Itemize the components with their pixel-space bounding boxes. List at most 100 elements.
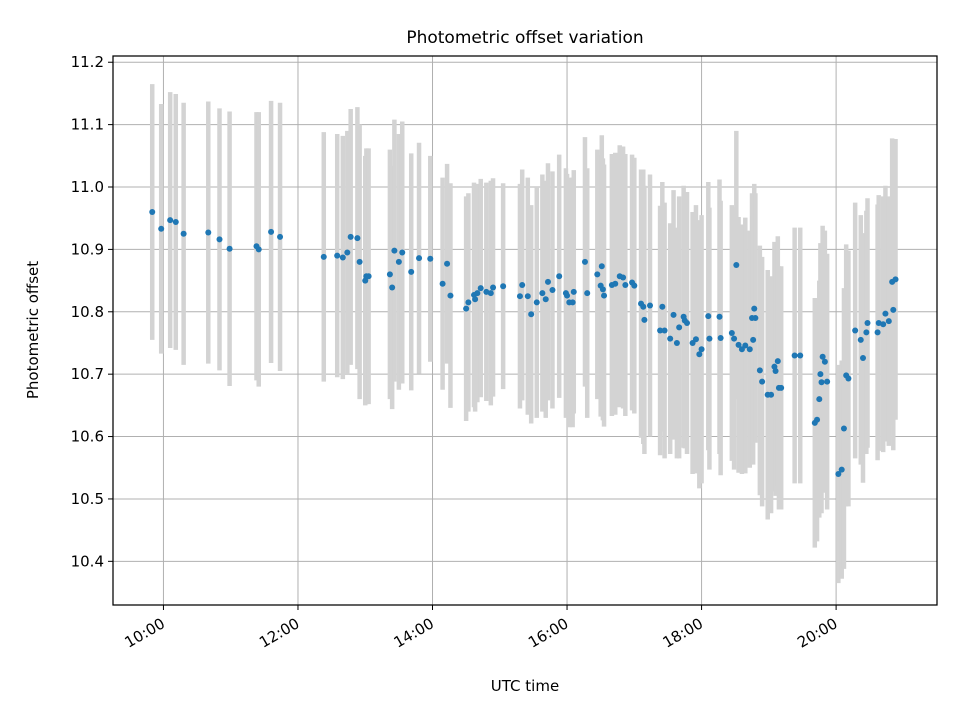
data-point <box>556 273 563 280</box>
data-point <box>463 305 470 312</box>
data-point <box>751 305 758 312</box>
data-point <box>356 258 363 265</box>
data-point <box>519 281 526 288</box>
data-point <box>706 335 713 342</box>
data-point <box>778 384 785 391</box>
data-point <box>631 282 638 289</box>
data-point <box>268 228 275 235</box>
data-point <box>845 375 852 382</box>
data-point <box>857 336 864 343</box>
data-point <box>528 311 535 318</box>
data-point <box>472 296 479 303</box>
data-point <box>667 335 674 342</box>
y-tick-label: 11.1 <box>71 116 104 134</box>
data-point <box>676 324 683 331</box>
data-point <box>692 336 699 343</box>
data-point <box>598 263 605 270</box>
data-point <box>622 281 629 288</box>
data-point <box>399 249 406 256</box>
data-point <box>544 278 551 285</box>
data-point <box>584 290 591 297</box>
data-point <box>533 299 540 306</box>
data-point <box>819 353 826 360</box>
data-point <box>439 280 446 287</box>
data-point <box>334 252 341 259</box>
data-point <box>500 283 507 290</box>
data-point <box>705 313 712 320</box>
data-point <box>447 292 454 299</box>
data-point <box>539 290 546 297</box>
data-point <box>549 286 556 293</box>
data-point <box>661 327 668 334</box>
data-point <box>860 354 867 361</box>
data-point <box>670 311 677 318</box>
y-tick-label: 10.9 <box>71 240 104 258</box>
data-point <box>386 271 393 278</box>
data-point <box>158 225 165 232</box>
data-point <box>465 299 472 306</box>
data-point <box>581 258 588 265</box>
data-point <box>524 293 531 300</box>
data-point <box>759 378 766 385</box>
data-point <box>149 208 156 215</box>
y-tick-label: 10.5 <box>71 490 104 508</box>
data-point <box>716 313 723 320</box>
data-point <box>487 290 494 297</box>
data-point <box>320 253 327 260</box>
data-point <box>880 321 887 328</box>
data-point <box>756 367 763 374</box>
y-tick-label: 10.6 <box>71 428 104 446</box>
data-point <box>838 466 845 473</box>
data-point <box>391 247 398 254</box>
data-point <box>564 292 571 299</box>
data-point <box>640 303 647 310</box>
y-tick-label: 10.7 <box>71 365 104 383</box>
data-point <box>863 329 870 336</box>
data-point <box>647 302 654 309</box>
data-point <box>542 296 549 303</box>
data-point <box>474 290 481 297</box>
data-point <box>516 293 523 300</box>
data-point <box>731 335 738 342</box>
data-point <box>569 299 576 306</box>
data-point <box>840 425 847 432</box>
data-points <box>149 208 899 477</box>
data-point <box>216 236 223 243</box>
data-point <box>683 320 690 327</box>
data-point <box>750 336 757 343</box>
data-point <box>444 260 451 267</box>
y-tick-label: 10.8 <box>71 303 104 321</box>
data-point <box>696 351 703 358</box>
data-point <box>620 274 627 281</box>
data-point <box>255 246 262 253</box>
data-point <box>824 378 831 385</box>
data-point <box>752 315 759 322</box>
y-axis-label: Photometric offset <box>24 261 42 399</box>
data-point <box>226 245 233 252</box>
data-point <box>816 396 823 403</box>
data-point <box>659 303 666 310</box>
data-point <box>172 218 179 225</box>
data-point <box>698 346 705 353</box>
data-point <box>818 379 825 386</box>
data-point <box>814 416 821 423</box>
data-point <box>892 276 899 283</box>
data-point <box>594 271 601 278</box>
data-point <box>733 261 740 268</box>
data-point <box>864 320 871 327</box>
chart-title: Photometric offset variation <box>406 28 643 48</box>
data-point <box>277 233 284 240</box>
data-point <box>890 306 897 313</box>
data-point <box>408 268 415 275</box>
data-point <box>774 358 781 365</box>
y-tick-label: 11.2 <box>71 53 104 71</box>
data-point <box>570 288 577 295</box>
data-point <box>717 334 724 341</box>
data-point <box>821 358 828 365</box>
data-point <box>354 235 361 242</box>
data-point <box>167 217 174 224</box>
data-point <box>852 327 859 334</box>
plot-frame <box>112 55 938 606</box>
data-point <box>817 371 824 378</box>
